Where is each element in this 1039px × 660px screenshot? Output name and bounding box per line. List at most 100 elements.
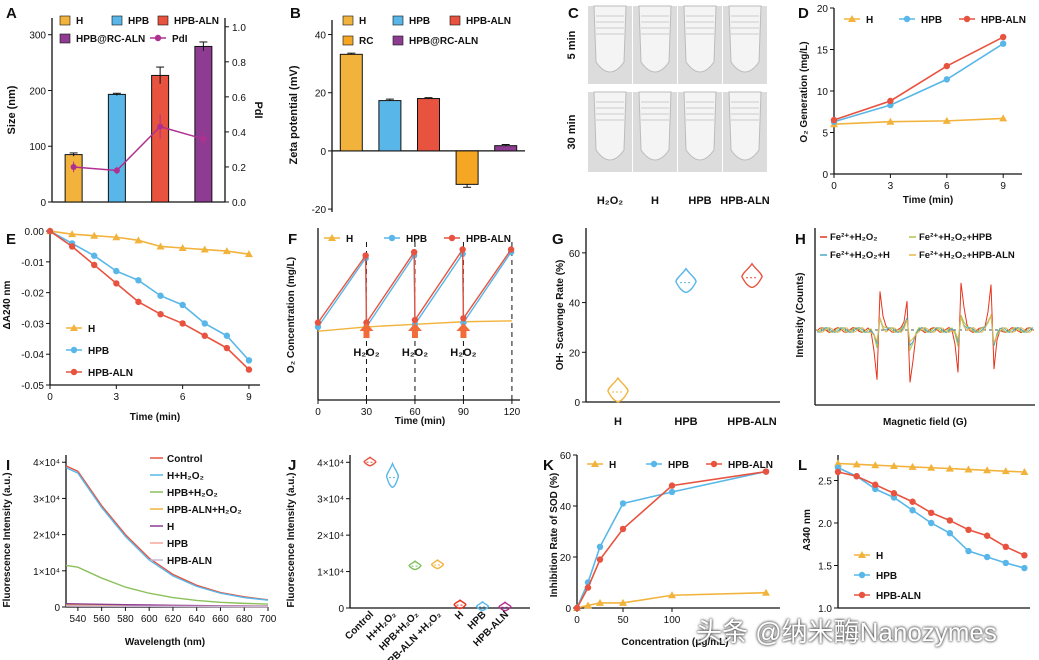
panel-e-series-H-point	[112, 233, 121, 241]
panel-l-series-H-point	[983, 466, 992, 474]
panel-a-legend-H-label: H	[76, 16, 83, 27]
panel-b-ytick-label: 40	[315, 31, 327, 42]
panel-label-C: C	[568, 5, 579, 22]
panel-d-xtick-label: 9	[1000, 181, 1006, 192]
panel-d-legend-HPB-ALN-marker	[963, 15, 971, 23]
panel-k-series-HPB-point	[668, 488, 676, 496]
panel-e-series-H-point	[156, 242, 165, 250]
panel-l-series-HPB-point	[1021, 564, 1028, 572]
panel-d-legend-HPB-ALN-label: HPB-ALN	[981, 15, 1026, 26]
panel-a-legend-HPB-swatch	[111, 15, 123, 26]
bar-HPB-ALN	[417, 98, 440, 152]
panel-l-series-HPB-point	[946, 530, 954, 537]
panel-f-series-HPB-ALN-point	[460, 315, 467, 322]
panel-i-series-0-line	[65, 465, 269, 601]
panel-d-series-HPB-point	[1000, 40, 1007, 47]
panel-k-ytick-label: 40	[560, 502, 572, 513]
panel-d-series-H-point	[886, 117, 895, 125]
panel-f-annotation: H₂O₂	[402, 347, 428, 359]
panel-k-legend-HPB-marker	[650, 460, 658, 468]
panel-j-ytick-label: 2×10⁴	[317, 531, 344, 542]
panel-k-series-HPB-ALN-point	[762, 468, 770, 475]
pdi-point	[200, 135, 207, 142]
panel-g-category-label: HPB	[674, 416, 697, 428]
panel-f-series-HPB-ALN-point	[459, 246, 466, 253]
panel-f-series-HPB-ALN-point	[411, 316, 419, 324]
epr-spectrum-3	[816, 313, 1034, 345]
panel-f-annotation: H₂O₂	[450, 347, 476, 359]
panel-g-violin-HPB	[675, 267, 697, 294]
panel-a-ytick-label: 100	[29, 142, 46, 153]
panel-j-ytick-label: 4×10⁴	[317, 458, 344, 469]
panel-l-series-HPB-line	[837, 467, 1025, 569]
panel-b-ytick-label: -20	[312, 205, 327, 216]
panel-d-series-H-point	[999, 114, 1008, 122]
panel-f-series-HPB-ALN-point	[363, 319, 370, 326]
panel-l-series-HPB-ALN-point	[853, 473, 860, 480]
panel-label-I: I	[6, 457, 10, 474]
panel-h-ylabel: Intensity (Counts)	[795, 273, 806, 358]
panel-j-ytick-label: 1×10⁴	[317, 568, 344, 579]
panel-f-legend-HPB-ALN-label: HPB-ALN	[466, 234, 511, 245]
panel-f-legend-HPB-ALN-marker	[448, 234, 456, 242]
tube-icon	[683, 91, 717, 161]
panel-l-series-H-point	[945, 464, 954, 472]
panel-f-series-HPB-ALN-line	[317, 247, 512, 325]
panel-h-xlabel: Magnetic field (G)	[883, 417, 967, 428]
panel-f-xlabel: Time (min)	[395, 416, 445, 427]
panel-d-ytick-label: 20	[817, 4, 829, 15]
panel-k-series-HPB-ALN-line	[576, 470, 767, 609]
panel-i-ytick-label: 0	[54, 603, 60, 614]
bar-RC	[455, 150, 479, 185]
panel-e-series-HPB-point	[223, 332, 231, 339]
panel-l-series-HPB-point	[1002, 559, 1009, 567]
panel-f-series-HPB-ALN-point	[362, 252, 369, 259]
panel-l-series-H-point	[852, 460, 861, 468]
panel-j-violin-1	[385, 461, 400, 489]
panel-g-ytick-label: 0	[574, 398, 580, 409]
panel-d-series-HPB-ALN-point	[830, 116, 838, 124]
panel-e-series-HPB-line	[49, 230, 250, 361]
panel-l-series-H-point	[1001, 467, 1010, 475]
panel-l-ytick-label: 2.0	[818, 519, 832, 530]
panel-c-row-label: 30 min	[566, 114, 578, 149]
pdi-point	[157, 123, 164, 130]
panel-f-xtick-label: 120	[504, 407, 521, 418]
panel-f-ylabel: O₂ Concentration (mg/L)	[286, 257, 297, 373]
panel-f-legend-HPB-label: HPB	[406, 234, 427, 245]
pdi-point	[70, 163, 77, 170]
panel-e-series-HPB-ALN-point	[179, 320, 186, 327]
panel-l-series-HPB-ALN-point	[983, 532, 991, 539]
panel-e-series-H-point	[134, 236, 143, 244]
panel-e-ylabel: ΔA240 nm	[2, 280, 13, 329]
panel-i-legend-label: H+H₂O₂	[167, 471, 204, 482]
panel-i-ylabel: Fluorescence Intensity (a.u.)	[2, 472, 13, 607]
panel-k-series-HPB-ALN-point	[668, 482, 676, 489]
panel-l-series-HPB-ALN-point	[909, 498, 916, 505]
panel-i-legend-label: HPB-ALN	[167, 556, 212, 567]
panel-e-xtick-label: 3	[114, 392, 120, 403]
panel-d-legend-H-label: H	[866, 15, 873, 26]
panel-i-ytick-label: 3×10⁴	[33, 494, 60, 505]
panel-d-series-HPB-ALN-point	[943, 62, 950, 70]
panel-d-ytick-label: 10	[817, 87, 829, 98]
panel-d-ytick-label: 0	[822, 170, 828, 181]
panel-k-series-H-point	[619, 598, 627, 606]
tube-icon	[728, 91, 762, 161]
panel-e-series-HPB-ALN-point	[68, 243, 76, 250]
panel-e-legend-HPB-label: HPB	[88, 346, 109, 357]
panel-e-legend-HPB-ALN-marker	[70, 368, 78, 376]
panel-i-xtick-label: 660	[212, 614, 229, 625]
panel-a-ytick-label: 0	[40, 198, 46, 209]
panel-l-series-HPB-ALN-point	[1021, 552, 1028, 559]
panel-e-xtick-label: 6	[180, 392, 186, 403]
panel-d-series-HPB-line	[833, 43, 1004, 123]
panel-i-series-1-line	[65, 467, 269, 601]
panel-a-y2label: PdI	[252, 101, 264, 118]
panel-f-xtick-label: 30	[361, 407, 373, 418]
panel-i-legend-label: H	[167, 522, 174, 533]
panel-l-series-H-point	[964, 465, 973, 473]
panel-d-ytick-label: 5	[822, 129, 828, 140]
panel-c-col-label: H₂O₂	[597, 195, 623, 207]
panel-e-ytick-label: -0.02	[21, 289, 44, 300]
